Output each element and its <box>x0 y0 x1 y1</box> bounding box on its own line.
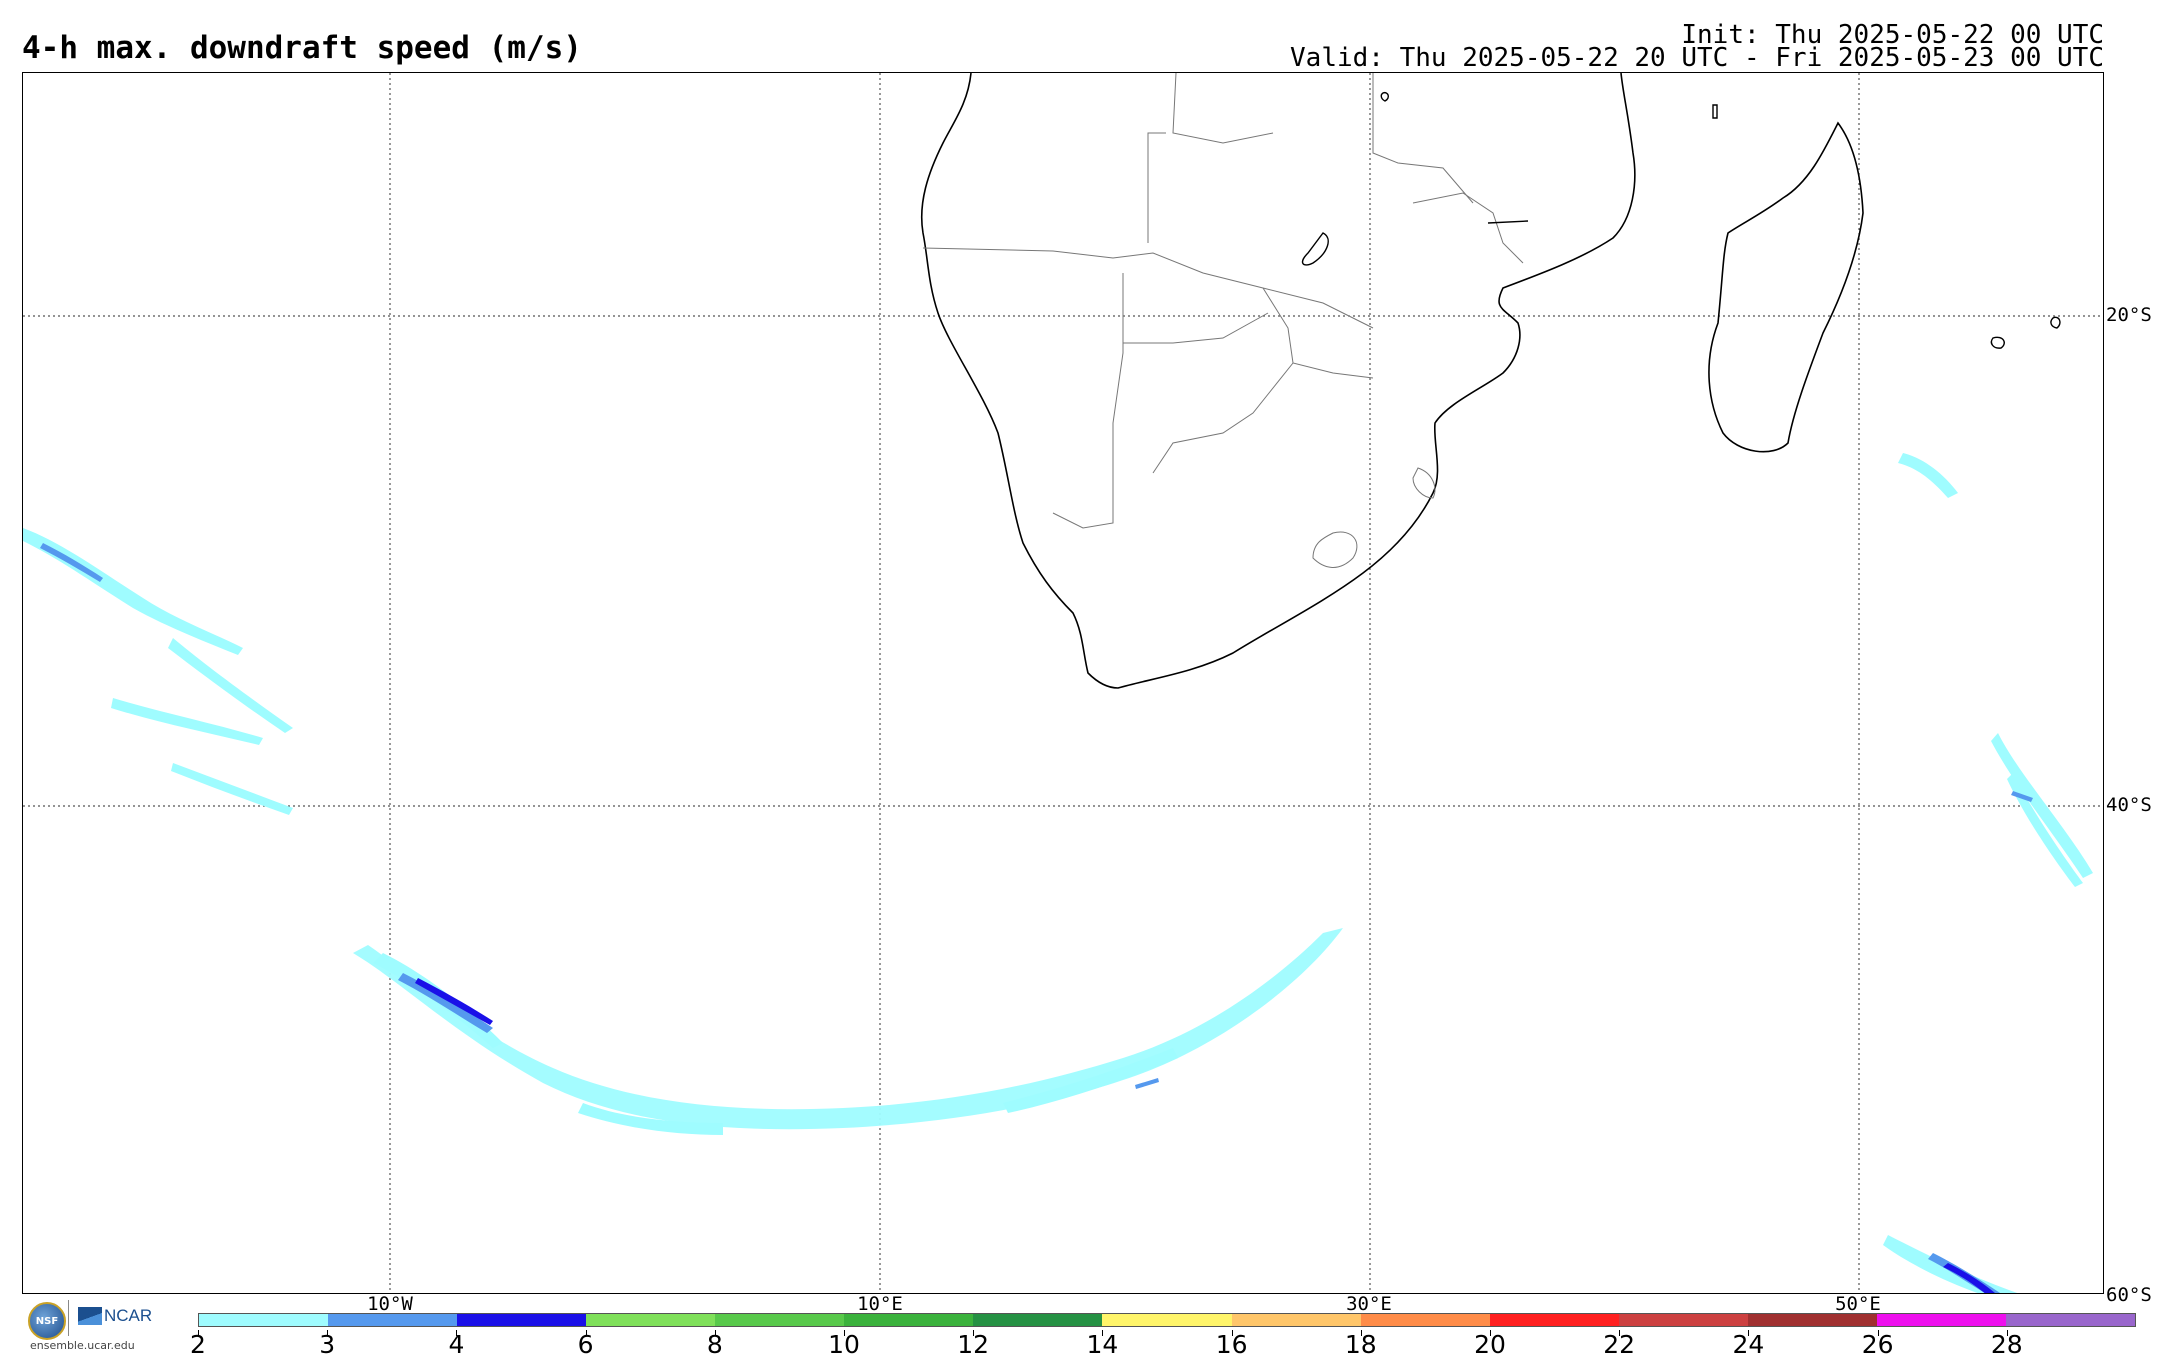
colorbar-swatch <box>1876 1314 2006 1326</box>
downdraft-patch-east <box>1898 453 1958 498</box>
logo-divider <box>68 1300 69 1336</box>
africa-coastline <box>920 73 1636 689</box>
colorbar-tick-label: 12 <box>957 1330 990 1359</box>
nsf-logo: NSF <box>28 1302 66 1340</box>
colorbar-tick-label: 22 <box>1603 1330 1636 1359</box>
downdraft-core-4ms <box>2011 791 2033 802</box>
colorbar-tick-label: 18 <box>1344 1330 1377 1359</box>
colorbar-swatch <box>457 1314 587 1326</box>
colorbar-tick <box>2006 1330 2008 1336</box>
graticule <box>23 73 2103 1293</box>
lat-label-20s: 20°S <box>2106 304 2152 326</box>
colorbar-swatch <box>1360 1314 1490 1326</box>
colorbar-tick-label: 3 <box>319 1330 336 1359</box>
colorbar-swatch <box>844 1314 974 1326</box>
downdraft-patch-east <box>1991 733 2093 878</box>
lakes-islands <box>1301 91 2061 349</box>
ncar-wordmark: NCAR <box>104 1306 153 1325</box>
colorbar <box>198 1313 2136 1327</box>
colorbar-tick <box>714 1330 716 1336</box>
colorbar-swatch <box>715 1314 845 1326</box>
downdraft-core-4ms <box>398 973 493 1033</box>
colorbar-swatch <box>1231 1314 1361 1326</box>
country-borders <box>922 73 1524 568</box>
lon-label-10w: 10°W <box>367 1293 413 1315</box>
lon-label-50e: 50°E <box>1835 1293 1881 1315</box>
colorbar-swatch <box>586 1314 716 1326</box>
downdraft-core-4ms <box>40 543 103 582</box>
downdraft-core-6ms <box>1943 1263 1995 1293</box>
madagascar-coastline <box>1708 121 1864 453</box>
colorbar-swatch <box>1747 1314 1877 1326</box>
colorbar-tick <box>456 1330 458 1336</box>
map-title: 4-h max. downdraft speed (m/s) <box>22 30 582 66</box>
colorbar-swatch <box>1618 1314 1748 1326</box>
ncar-logo: NCAR <box>78 1306 152 1326</box>
colorbar-swatch <box>2005 1314 2135 1326</box>
colorbar-tick-label: 24 <box>1732 1330 1765 1359</box>
downdraft-field <box>23 453 2093 1293</box>
downdraft-core-6ms <box>415 978 493 1025</box>
colorbar-tick <box>973 1330 975 1336</box>
lat-label-40s: 40°S <box>2106 794 2152 816</box>
colorbar-tick-label: 10 <box>828 1330 860 1359</box>
colorbar-tick-label: 16 <box>1215 1330 1248 1359</box>
colorbar-tick <box>1102 1330 1104 1336</box>
colorbar-tick <box>1231 1330 1233 1336</box>
downdraft-streak <box>1003 1048 1178 1113</box>
colorbar-tick <box>1748 1330 1750 1336</box>
downdraft-patch-east <box>2007 773 2083 887</box>
lon-label-10e: 10°E <box>857 1293 903 1315</box>
colorbar-swatch <box>1102 1314 1232 1326</box>
colorbar-swatch <box>328 1314 458 1326</box>
colorbar-swatch <box>973 1314 1103 1326</box>
ensemble-url: ensemble.ucar.edu <box>30 1339 135 1352</box>
colorbar-tick-label: 20 <box>1474 1330 1506 1359</box>
colorbar-swatch <box>1489 1314 1619 1326</box>
downdraft-cores <box>40 543 2033 1293</box>
downdraft-core-4ms <box>1135 1078 1159 1089</box>
colorbar-tick <box>1619 1330 1621 1336</box>
colorbar-tick <box>1877 1330 1879 1336</box>
colorbar-swatch <box>199 1314 329 1326</box>
colorbar-tick <box>1490 1330 1491 1336</box>
colorbar-tick-label: 4 <box>448 1330 465 1359</box>
colorbar-tick-label: 2 <box>190 1330 206 1359</box>
map-canvas <box>23 73 2103 1293</box>
colorbar-tick-label: 6 <box>577 1330 594 1359</box>
downdraft-streak-west <box>111 698 263 745</box>
valid-time: Valid: Thu 2025-05-22 20 UTC - Fri 2025-… <box>1290 43 2104 73</box>
colorbar-tick <box>1360 1330 1362 1336</box>
downdraft-patch-southeast <box>1883 1235 2018 1293</box>
downdraft-streak-west <box>23 528 243 655</box>
downdraft-streak-west <box>171 763 293 815</box>
lat-label-60s: 60°S <box>2106 1284 2152 1306</box>
map-panel <box>22 72 2104 1294</box>
colorbar-tick-label: 8 <box>706 1330 723 1359</box>
downdraft-streak <box>578 1103 723 1135</box>
lon-label-30e: 30°E <box>1346 1293 1392 1315</box>
colorbar-tick <box>585 1330 587 1336</box>
downdraft-band-southern-arc <box>353 928 1343 1130</box>
ncar-mark-icon <box>78 1307 102 1325</box>
colorbar-tick-label: 26 <box>1861 1330 1894 1359</box>
downdraft-streak-west <box>168 638 293 733</box>
colorbar-tick-label: 14 <box>1086 1330 1119 1359</box>
colorbar-tick <box>327 1330 329 1336</box>
colorbar-tick-label: 28 <box>1990 1330 2023 1359</box>
colorbar-tick <box>198 1330 199 1336</box>
colorbar-tick <box>844 1330 845 1336</box>
init-time: Init: Thu 2025-05-22 00 UTC <box>1681 20 2104 50</box>
